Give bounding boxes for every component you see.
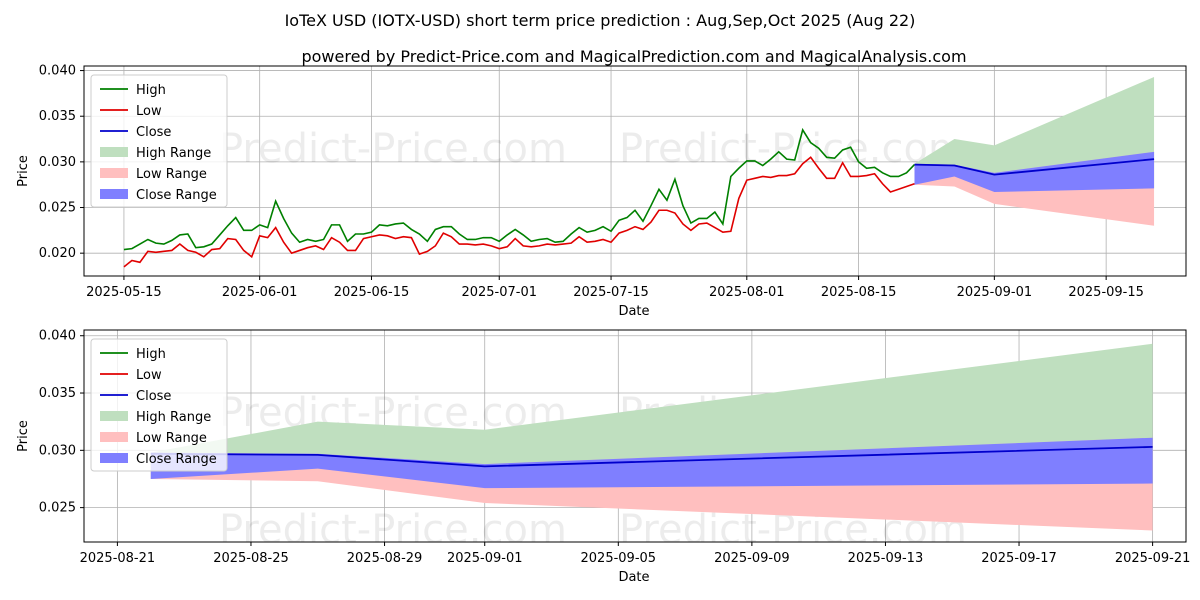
legend-close-label: Close: [136, 389, 171, 404]
y-tick-label: 0.030: [39, 155, 76, 170]
close-range-band: [914, 151, 1155, 192]
y-tick-label: 0.025: [39, 201, 76, 216]
y-tick-label: 0.035: [39, 109, 76, 124]
x-axis-label: Date: [618, 304, 649, 319]
x-tick-label: 2025-09-01: [447, 551, 523, 566]
legend-low-range-label: Low Range: [136, 431, 207, 446]
legend-high-range-swatch: [100, 411, 128, 421]
close-series-line: [150, 445, 1153, 468]
x-tick-label: 2025-07-15: [573, 285, 649, 300]
x-tick-label: 2025-09-09: [714, 551, 790, 566]
close-range-band: [150, 437, 1153, 489]
y-tick-label: 0.040: [39, 329, 76, 344]
x-tick-label: 2025-09-13: [848, 551, 924, 566]
y-tick-label: 0.025: [39, 501, 76, 516]
x-tick-label: 2025-07-01: [461, 285, 537, 300]
x-tick-label: 2025-08-01: [709, 285, 785, 300]
watermark: Predict-Price.com: [219, 273, 567, 319]
x-tick-label: 2025-08-29: [347, 551, 423, 566]
chart-title: IoTeX USD (IOTX-USD) short term price pr…: [285, 11, 916, 30]
y-axis-label: Price: [16, 155, 31, 187]
watermark: Predict-Price.com: [219, 126, 567, 172]
x-tick-label: 2025-08-25: [213, 551, 289, 566]
legend-close-range-label: Close Range: [136, 188, 217, 203]
x-tick-label: 2025-09-21: [1115, 551, 1191, 566]
x-tick-label: 2025-09-01: [957, 285, 1033, 300]
watermark: Predict-Price.com: [619, 126, 967, 172]
watermark: Predict-Price.com: [219, 507, 567, 553]
x-tick-label: 2025-08-15: [821, 285, 897, 300]
top-panel: Predict-Price.com Predict-Price.com Predic…: [16, 64, 1187, 319]
y-tick-label: 0.030: [39, 443, 76, 458]
legend-low-label: Low: [136, 104, 162, 119]
x-tick-label: 2025-09-05: [581, 551, 657, 566]
low-series-line: [123, 156, 915, 268]
legend-low-range-label: Low Range: [136, 167, 207, 182]
legend-close-range-swatch: [100, 189, 128, 199]
y-axis-label: Price: [16, 420, 31, 452]
legend: High Low Close High Range Low Range Close Ran…: [90, 338, 228, 472]
plot-area: Predict-Price.com Predict-Price.com Predic…: [123, 76, 1155, 319]
plot-frame: [83, 329, 1187, 543]
y-tick-label: 0.035: [39, 386, 76, 401]
x-tick-label: 2025-06-15: [334, 285, 410, 300]
x-tick-label: 2025-06-01: [222, 285, 298, 300]
legend: High Low Close High Range Low Range Close Ran…: [90, 74, 228, 208]
legend-high-label: High: [136, 347, 166, 362]
x-tick-label: 2025-09-17: [981, 551, 1057, 566]
legend-high-range-label: High Range: [136, 146, 211, 161]
chart-subtitle: powered by Predict-Price.com and Magical…: [301, 47, 966, 66]
x-tick-label: 2025-05-15: [86, 285, 162, 300]
y-tick-label: 0.020: [39, 246, 76, 261]
legend-low-range-swatch: [100, 168, 128, 178]
x-tick-label: 2025-08-21: [80, 551, 156, 566]
watermark: Predict-Price.com: [619, 273, 967, 319]
high-series-line: [123, 127, 916, 251]
legend-high-range-swatch: [100, 147, 128, 157]
plot-frame: [83, 65, 1187, 277]
legend-high-label: High: [136, 83, 166, 98]
x-axis-label: Date: [618, 570, 649, 585]
y-tick-label: 0.040: [39, 64, 76, 79]
legend-high-range-label: High Range: [136, 410, 211, 425]
x-tick-label: 2025-09-15: [1068, 285, 1144, 300]
close-series-line: [914, 158, 1155, 176]
legend-close-range-swatch: [100, 453, 128, 463]
legend-close-range-label: Close Range: [136, 452, 217, 467]
legend-close-label: Close: [136, 125, 171, 140]
legend-low-range-swatch: [100, 432, 128, 442]
legend-low-label: Low: [136, 368, 162, 383]
